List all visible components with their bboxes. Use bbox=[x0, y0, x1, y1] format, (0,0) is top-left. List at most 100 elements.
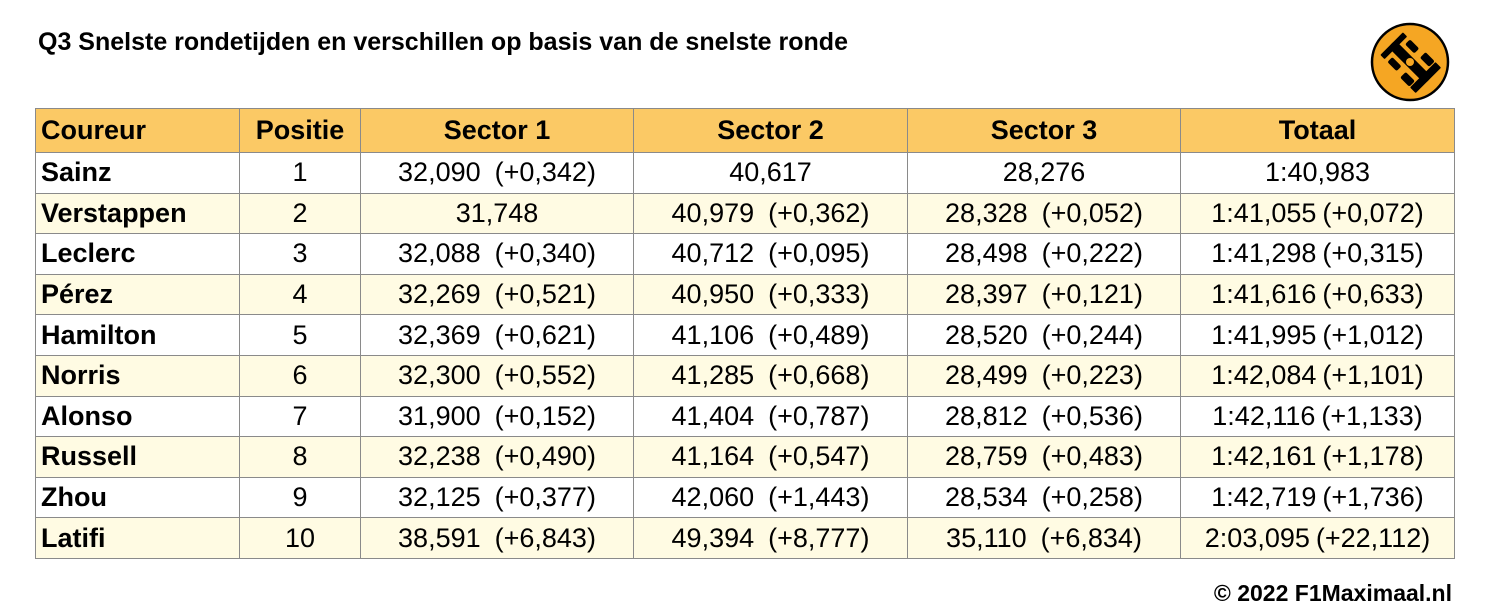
sector-1-gap: (+0,377) bbox=[494, 482, 596, 513]
sector-1-cell: 32,369 (+0,621) bbox=[360, 314, 634, 356]
table-row: Latifi 10 38,591 (+6,843) 49,394 (+8,777) 35,1… bbox=[35, 517, 1455, 559]
sector-2-time: 41,106 bbox=[671, 319, 755, 350]
sector-1-cell: 32,238 (+0,490) bbox=[360, 436, 634, 478]
sector-2-cell: 41,164 (+0,547) bbox=[633, 436, 908, 478]
sector-2-gap: (+0,362) bbox=[768, 197, 870, 228]
table-row: Verstappen 2 31,748 40,979 (+0,362) 28,328 (+0… bbox=[35, 192, 1455, 235]
sector-2-time: 41,285 bbox=[671, 360, 755, 391]
sector-3-cell: 28,328 (+0,052) bbox=[907, 192, 1181, 235]
sector-3-gap: (+0,244) bbox=[1041, 319, 1143, 350]
sector-1-gap: (+0,521) bbox=[494, 279, 596, 310]
sector-3-time: 28,328 bbox=[945, 197, 1028, 228]
sector-1-gap: (+0,340) bbox=[494, 238, 596, 269]
total-time: 1:42,719 bbox=[1211, 482, 1317, 513]
table-row: Hamilton 5 32,369 (+0,621) 41,106 (+0,489) 28,… bbox=[35, 314, 1455, 356]
sector-1-gap: (+0,342) bbox=[494, 157, 596, 188]
sector-2-time: 40,950 bbox=[671, 279, 755, 310]
sector-1-gap: (+0,152) bbox=[494, 400, 596, 431]
sector-3-time: 35,110 bbox=[946, 522, 1027, 553]
total-cell: 1:41,995 (+1,012) bbox=[1180, 314, 1455, 356]
sector-3-time: 28,534 bbox=[945, 482, 1028, 513]
position-cell: 4 bbox=[239, 273, 361, 316]
sector-2-cell: 49,394 (+8,777) bbox=[633, 517, 908, 559]
driver-name-cell: Russell bbox=[35, 436, 240, 478]
table-row: Alonso 7 31,900 (+0,152) 41,404 (+0,787) 28,81… bbox=[35, 395, 1455, 438]
total-cell: 1:42,084 (+1,101) bbox=[1180, 354, 1455, 397]
sector-2-cell: 40,617 bbox=[633, 152, 908, 194]
sector-2-gap: (+0,489) bbox=[768, 319, 870, 350]
sector-2-gap: (+0,787) bbox=[768, 400, 870, 431]
table-header-row: Coureur Positie Sector 1 Sector 2 Sector… bbox=[35, 108, 1455, 153]
sector-3-gap: (+0,121) bbox=[1041, 279, 1143, 310]
total-cell: 1:41,298 (+0,315) bbox=[1180, 233, 1455, 275]
sector-2-cell: 41,106 (+0,489) bbox=[633, 314, 908, 356]
sector-2-gap: (+0,333) bbox=[768, 279, 870, 310]
column-header-driver: Coureur bbox=[35, 108, 240, 153]
driver-name-cell: Sainz bbox=[35, 152, 240, 194]
table-row: Pérez 4 32,269 (+0,521) 40,950 (+0,333) 28,397… bbox=[35, 273, 1455, 316]
sector-3-gap: (+0,483) bbox=[1041, 441, 1143, 472]
sector-3-gap: (+0,258) bbox=[1041, 482, 1143, 513]
column-header-total: Totaal bbox=[1180, 108, 1455, 153]
sector-2-cell: 42,060 (+1,443) bbox=[633, 476, 908, 519]
total-cell: 1:42,161 (+1,178) bbox=[1180, 436, 1455, 478]
sector-1-time: 31,900 bbox=[398, 400, 481, 431]
sector-3-time: 28,520 bbox=[945, 319, 1028, 350]
sector-2-cell: 40,979 (+0,362) bbox=[633, 192, 908, 235]
sector-3-cell: 28,499 (+0,223) bbox=[907, 354, 1181, 397]
sector-1-time: 38,591 bbox=[398, 522, 481, 553]
total-time: 1:41,298 bbox=[1211, 238, 1317, 269]
total-gap: (+1,133) bbox=[1321, 400, 1423, 431]
driver-name-cell: Leclerc bbox=[35, 233, 240, 275]
sector-2-gap: (+8,777) bbox=[768, 522, 870, 553]
total-time: 1:40,983 bbox=[1264, 157, 1371, 188]
sector-2-gap: (+0,668) bbox=[768, 360, 870, 391]
copyright-notice: © 2022 F1Maximaal.nl bbox=[1213, 580, 1452, 606]
total-gap: (+1,101) bbox=[1322, 360, 1424, 391]
total-time: 1:42,161 bbox=[1211, 441, 1317, 472]
sector-3-time: 28,498 bbox=[945, 238, 1028, 269]
sector-1-gap: (+0,621) bbox=[494, 319, 596, 350]
sector-1-gap: (+0,490) bbox=[494, 441, 596, 472]
table-row: Russell 8 32,238 (+0,490) 41,164 (+0,547) 28,7… bbox=[35, 436, 1455, 478]
total-gap: (+0,072) bbox=[1322, 197, 1424, 228]
sector-3-gap: (+0,052) bbox=[1041, 197, 1143, 228]
sector-3-time: 28,812 bbox=[945, 400, 1028, 431]
sector-2-time: 49,394 bbox=[671, 522, 755, 553]
sector-3-cell: 28,759 (+0,483) bbox=[907, 436, 1181, 478]
table-row: Sainz 1 32,090 (+0,342) 40,617 28,276 1:40,983 bbox=[35, 152, 1455, 194]
sector-1-gap: (+6,843) bbox=[494, 522, 596, 553]
total-cell: 2:03,095 (+22,112) bbox=[1180, 517, 1455, 559]
total-gap: (+0,315) bbox=[1322, 238, 1424, 269]
sector-1-gap: (+0,552) bbox=[494, 360, 596, 391]
position-cell: 7 bbox=[239, 395, 361, 438]
total-gap: (+0,633) bbox=[1322, 279, 1424, 310]
sector-3-time: 28,397 bbox=[945, 279, 1028, 310]
column-header-position: Positie bbox=[239, 108, 361, 153]
table-row: Leclerc 3 32,088 (+0,340) 40,712 (+0,095) 28,4… bbox=[35, 233, 1455, 275]
position-cell: 9 bbox=[239, 476, 361, 519]
sector-3-cell: 28,397 (+0,121) bbox=[907, 273, 1181, 316]
column-header-sector-3: Sector 3 bbox=[907, 108, 1181, 153]
position-cell: 2 bbox=[239, 192, 361, 235]
sector-3-gap: (+0,222) bbox=[1041, 238, 1143, 269]
sector-1-time: 32,090 bbox=[398, 157, 481, 188]
sector-3-gap: (+6,834) bbox=[1040, 522, 1142, 553]
position-cell: 1 bbox=[239, 152, 361, 194]
sector-1-time: 32,300 bbox=[398, 360, 481, 391]
total-cell: 1:41,055 (+0,072) bbox=[1180, 192, 1455, 235]
column-header-sector-1: Sector 1 bbox=[360, 108, 634, 153]
driver-name-cell: Pérez bbox=[35, 273, 240, 316]
position-cell: 10 bbox=[239, 517, 361, 559]
sector-1-cell: 32,125 (+0,377) bbox=[360, 476, 634, 519]
sector-1-cell: 31,748 bbox=[360, 192, 634, 235]
page-title: Q3 Snelste rondetijden en verschillen op… bbox=[38, 28, 848, 56]
total-time: 1:41,616 bbox=[1211, 279, 1317, 310]
sector-2-time: 40,712 bbox=[671, 238, 755, 269]
sector-3-cell: 28,520 (+0,244) bbox=[907, 314, 1181, 356]
sector-1-cell: 31,900 (+0,152) bbox=[360, 395, 634, 438]
sector-2-cell: 41,285 (+0,668) bbox=[633, 354, 908, 397]
position-cell: 8 bbox=[239, 436, 361, 478]
total-gap: (+1,012) bbox=[1322, 319, 1424, 350]
total-gap: (+22,112) bbox=[1315, 522, 1431, 553]
